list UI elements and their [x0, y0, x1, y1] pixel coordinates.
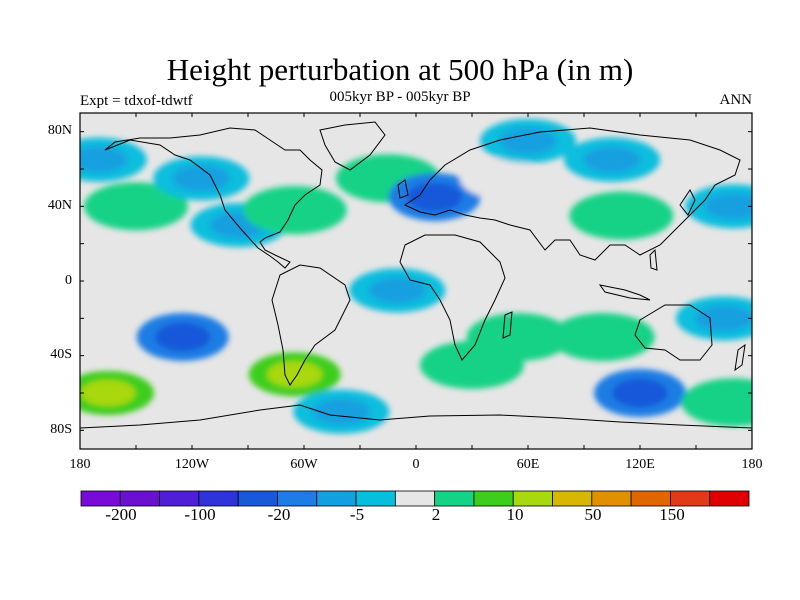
anomaly-region: [550, 313, 655, 361]
colorbar-label: 50: [584, 505, 602, 524]
lat-tick-label: 40S: [50, 347, 72, 362]
colorbar-swatch: [434, 490, 475, 507]
lon-tick-label: 180: [741, 457, 763, 472]
colorbar-swatch: [591, 490, 632, 507]
colorbar-swatch: [512, 490, 553, 507]
colorbar-swatch: [237, 490, 278, 507]
season-label: ANN: [719, 92, 753, 108]
colorbar-swatch: [552, 490, 593, 507]
chart-subtitle: 005kyr BP - 005kyr BP: [329, 89, 471, 105]
colorbar-swatch: [394, 490, 436, 507]
lon-tick-label: 120W: [174, 457, 210, 472]
colorbar-swatch: [198, 490, 239, 507]
anomaly-region: [230, 121, 311, 161]
colorbar-label: 2: [431, 505, 441, 524]
colorbar-label: 10: [506, 505, 524, 524]
anomaly-region: [583, 146, 641, 173]
colorbar-swatch: [316, 490, 357, 507]
anomaly-region: [704, 193, 752, 220]
anomaly-region: [695, 305, 752, 332]
lon-tick-label: 60E: [516, 457, 540, 472]
anomaly-region: [172, 165, 231, 192]
anomaly-region: [407, 182, 463, 212]
colorbar-swatch: [355, 490, 396, 507]
axis-ticks: [79, 113, 753, 449]
colorbar-swatch: [670, 490, 711, 507]
anomaly-region: [499, 127, 557, 155]
colorbar-swatch: [473, 490, 514, 507]
lon-tick-label: 180: [69, 457, 91, 472]
colorbar-label: 150: [659, 505, 685, 524]
anomaly-region: [312, 398, 371, 425]
anomaly-region: [155, 322, 211, 352]
lon-tick-label: 120E: [625, 457, 655, 472]
colorbar-swatch: [277, 490, 318, 507]
anomaly-region: [569, 191, 674, 240]
anomaly-region: [681, 378, 752, 427]
anomaly-region: [84, 182, 188, 231]
colorbar-swatch: [709, 490, 750, 507]
anomaly-region: [242, 186, 347, 235]
lat-tick-label: 80N: [47, 123, 72, 138]
anomaly-field: [80, 119, 752, 434]
lat-tick-label: 40N: [47, 198, 72, 213]
experiment-label: Expt = tdxof-tdwtf: [80, 93, 193, 109]
colorbar-swatch: [119, 490, 160, 507]
colorbar-swatch: [630, 490, 671, 507]
anomaly-region: [466, 313, 571, 361]
anomaly-region: [368, 277, 427, 304]
colorbar-swatch: [159, 490, 200, 507]
lon-tick-label: 60W: [290, 457, 318, 472]
colorbar-label: -20: [267, 505, 291, 524]
colorbar-label: -200: [105, 505, 137, 524]
anomaly-region: [267, 361, 323, 388]
anomaly-region: [460, 158, 540, 199]
anomaly-region: [80, 379, 136, 407]
colorbar-label: -5: [349, 505, 365, 524]
colorbar-label: -100: [184, 505, 216, 524]
colorbar-swatch: [80, 490, 121, 507]
coastlines: [80, 121, 752, 429]
anomaly-region: [612, 378, 668, 408]
colorbar: [80, 490, 750, 507]
lat-tick-label: 80S: [50, 422, 72, 437]
chart-title: Height perturbation at 500 hPa (in m): [166, 52, 634, 87]
lat-tick-label: 0: [65, 273, 72, 288]
anomaly-region: [80, 146, 128, 173]
lon-tick-label: 0: [412, 457, 420, 472]
